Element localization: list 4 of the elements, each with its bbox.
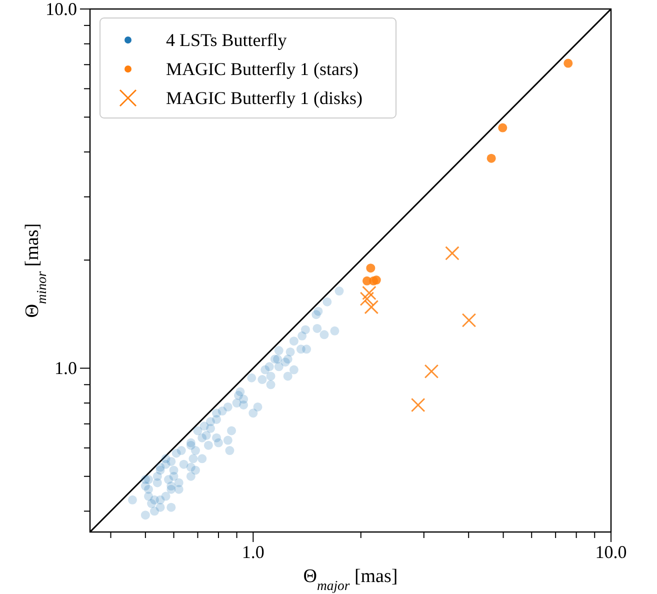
x-axis-title: Θ$_{major}$ [mas] xyxy=(303,566,398,592)
legend-label: MAGIC Butterfly 1 (stars) xyxy=(166,59,358,79)
legend-label: MAGIC Butterfly 1 (disks) xyxy=(166,88,362,108)
legend-label: 4 LSTs Butterfly xyxy=(166,30,287,50)
